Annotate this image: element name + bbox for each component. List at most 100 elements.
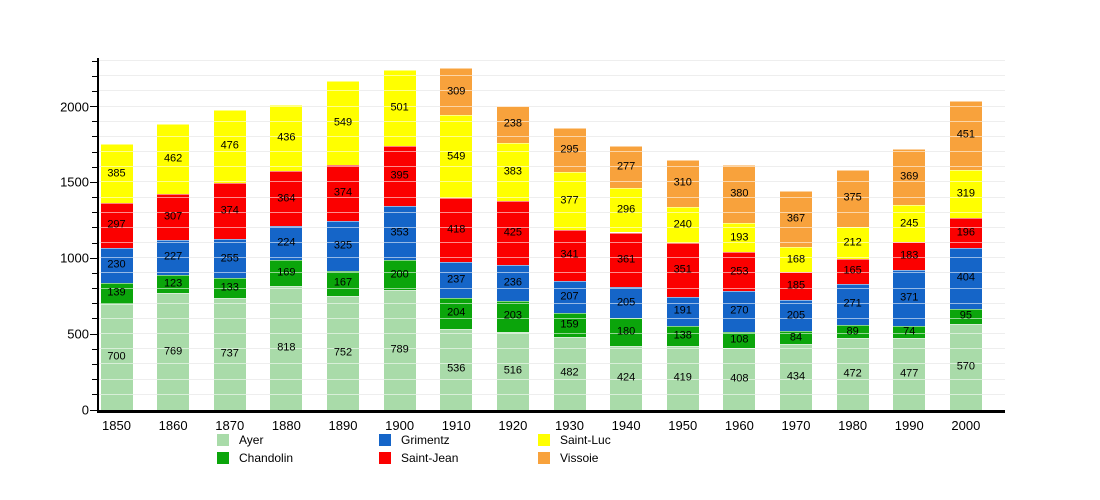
bar-segment-ayer bbox=[100, 303, 133, 410]
segment-value-label: 138 bbox=[673, 329, 692, 342]
segment-value-label: 167 bbox=[333, 276, 353, 289]
bar-segment-grimentz bbox=[666, 296, 699, 326]
segment-value-label: 351 bbox=[673, 263, 692, 276]
segment-value-label: 169 bbox=[277, 266, 296, 279]
segment-value-label: 295 bbox=[560, 143, 579, 156]
bar-segment-saint-luc bbox=[440, 115, 473, 199]
x-axis-label: 1950 bbox=[668, 418, 698, 433]
grid-line-overlay bbox=[99, 120, 1005, 122]
y-axis-tick bbox=[90, 333, 97, 335]
bar-segment-saint-luc bbox=[327, 81, 359, 165]
segment-value-label: 236 bbox=[503, 276, 523, 289]
bar-segment-vissoie bbox=[723, 165, 756, 224]
y-axis-label: 0 bbox=[81, 402, 89, 418]
y-axis-tick bbox=[92, 136, 97, 138]
y-axis-tick bbox=[90, 257, 97, 259]
legend-item-vissoie: Vissoie bbox=[538, 449, 611, 467]
bar-segment-chandolin bbox=[496, 300, 529, 332]
bar-segment-chandolin bbox=[383, 259, 416, 291]
bar-segment-chandolin bbox=[780, 331, 812, 345]
segment-value-label: 139 bbox=[107, 286, 126, 299]
bar-segment-grimentz bbox=[553, 281, 586, 313]
x-axis-label: 1960 bbox=[724, 418, 754, 433]
segment-value-label: 536 bbox=[447, 362, 466, 375]
legend-item-grimentz: Grimentz bbox=[379, 431, 538, 449]
segment-value-label: 224 bbox=[277, 236, 296, 249]
y-axis-tick bbox=[90, 106, 97, 108]
segment-value-label: 380 bbox=[730, 187, 749, 200]
segment-value-label: 769 bbox=[163, 345, 183, 358]
bar-segment-ayer bbox=[157, 293, 190, 410]
bar-segment-saint-luc bbox=[383, 70, 416, 147]
bar-segment-saint-luc bbox=[213, 110, 246, 183]
segment-value-label: 375 bbox=[843, 191, 862, 204]
segment-value-label: 451 bbox=[956, 128, 976, 141]
segment-value-label: 364 bbox=[277, 192, 296, 205]
segment-value-label: 752 bbox=[333, 346, 353, 359]
legend-label-vissoie: Vissoie bbox=[560, 451, 599, 465]
segment-value-label: 277 bbox=[616, 160, 636, 173]
segment-value-label: 203 bbox=[503, 309, 523, 322]
segment-value-label: 361 bbox=[616, 253, 636, 266]
bar-segment-ayer bbox=[496, 331, 529, 410]
segment-value-label: 200 bbox=[390, 268, 409, 281]
segment-value-label: 472 bbox=[843, 367, 862, 380]
grid-line-overlay bbox=[99, 242, 1005, 244]
bar-segment-ayer bbox=[270, 285, 303, 410]
bar-segment-saint-jean bbox=[440, 198, 473, 262]
segment-value-label: 191 bbox=[673, 304, 692, 317]
segment-value-label: 408 bbox=[730, 372, 749, 385]
legend-swatch-vissoie bbox=[538, 452, 550, 464]
legend-swatch-chandolin bbox=[217, 452, 229, 464]
segment-value-label: 168 bbox=[786, 253, 806, 265]
y-axis-label: 1500 bbox=[60, 174, 89, 190]
segment-value-label: 570 bbox=[956, 360, 976, 373]
bar-segment-ayer bbox=[836, 338, 869, 410]
segment-value-label: 297 bbox=[107, 218, 126, 231]
segment-value-label: 549 bbox=[447, 150, 466, 163]
segment-value-label: 353 bbox=[390, 226, 409, 239]
y-axis-label: 2000 bbox=[60, 99, 89, 115]
x-axis-label: 1930 bbox=[555, 418, 584, 433]
grid-line-overlay bbox=[99, 317, 1005, 319]
bar-segment-saint-jean bbox=[893, 242, 926, 271]
bar-segment-saint-jean bbox=[213, 182, 246, 240]
bar-segment-ayer bbox=[440, 328, 473, 410]
segment-value-label: 207 bbox=[560, 290, 579, 303]
y-axis-tick bbox=[92, 394, 97, 396]
grid-line-overlay bbox=[99, 393, 1005, 395]
grid-line-overlay bbox=[99, 272, 1005, 274]
segment-value-label: 404 bbox=[956, 271, 976, 284]
x-axis-label: 1920 bbox=[498, 418, 528, 433]
plot-area: 0 500 1000 1500 2000 700 139 230 297 385 1850 769 12… bbox=[60, 58, 1005, 433]
bar-segment-saint-luc bbox=[270, 104, 303, 172]
bar-segment-saint-jean bbox=[836, 258, 869, 284]
segment-value-label: 436 bbox=[277, 131, 296, 144]
x-axis-label: 1870 bbox=[215, 418, 245, 433]
segment-value-label: 205 bbox=[616, 296, 636, 309]
y-axis-label: 1000 bbox=[60, 250, 89, 266]
y-axis-tick bbox=[92, 60, 97, 62]
grid-line-overlay bbox=[99, 211, 1005, 213]
bar-segment-chandolin bbox=[666, 325, 699, 347]
segment-value-label: 165 bbox=[843, 264, 862, 277]
legend-label-ayer: Ayer bbox=[239, 433, 264, 447]
bar-segment-ayer bbox=[893, 337, 926, 410]
x-axis-label: 1850 bbox=[102, 418, 131, 433]
segment-value-label: 238 bbox=[503, 117, 523, 130]
bar-segment-saint-jean bbox=[100, 202, 133, 248]
segment-value-label: 185 bbox=[786, 279, 806, 292]
segment-value-label: 477 bbox=[900, 367, 919, 380]
bar-segment-saint-jean bbox=[157, 193, 190, 241]
grid-line-overlay bbox=[99, 226, 1005, 228]
bar-segment-saint-luc bbox=[666, 206, 699, 244]
bar-segment-chandolin bbox=[553, 312, 586, 337]
x-axis-label: 1990 bbox=[894, 418, 924, 433]
bar-segment-chandolin bbox=[157, 274, 190, 294]
bar-segment-saint-luc bbox=[780, 246, 812, 273]
x-axis-label: 1970 bbox=[781, 418, 811, 433]
bar-segment-ayer bbox=[610, 345, 643, 410]
segment-value-label: 424 bbox=[616, 371, 636, 384]
bar-segment-grimentz bbox=[327, 221, 359, 271]
bar-segment-vissoie bbox=[836, 169, 869, 227]
